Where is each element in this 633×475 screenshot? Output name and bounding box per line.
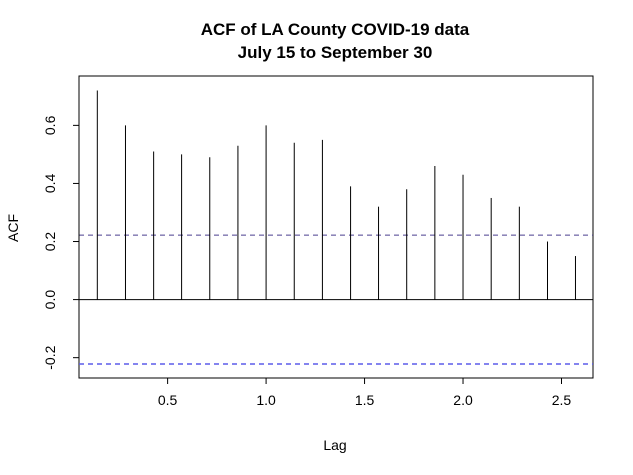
x-axis-label: Lag	[323, 437, 346, 453]
x-tick-label: 1.5	[355, 392, 375, 408]
y-tick-label: -0.2	[42, 345, 58, 369]
chart-title-line-2: July 15 to September 30	[238, 43, 433, 62]
axis-ticks: 0.5 1.0 1.5 2.0 2.5 -0.2 0.0 0.2 0.4 0.6	[42, 115, 571, 408]
y-tick-label: 0.4	[42, 174, 58, 194]
y-axis-label: ACF	[5, 214, 21, 242]
x-tick-label: 2.0	[453, 392, 473, 408]
y-tick-label: 0.2	[42, 232, 58, 252]
chart-title-line-1: ACF of LA County COVID-19 data	[201, 20, 470, 39]
x-tick-label: 1.0	[256, 392, 276, 408]
x-tick-label: 2.5	[552, 392, 572, 408]
y-tick-label: 0.0	[42, 290, 58, 310]
y-tick-label: 0.6	[42, 115, 58, 135]
plot-frame	[78, 75, 594, 379]
x-tick-label: 0.5	[158, 392, 178, 408]
acf-spikes	[79, 90, 593, 365]
